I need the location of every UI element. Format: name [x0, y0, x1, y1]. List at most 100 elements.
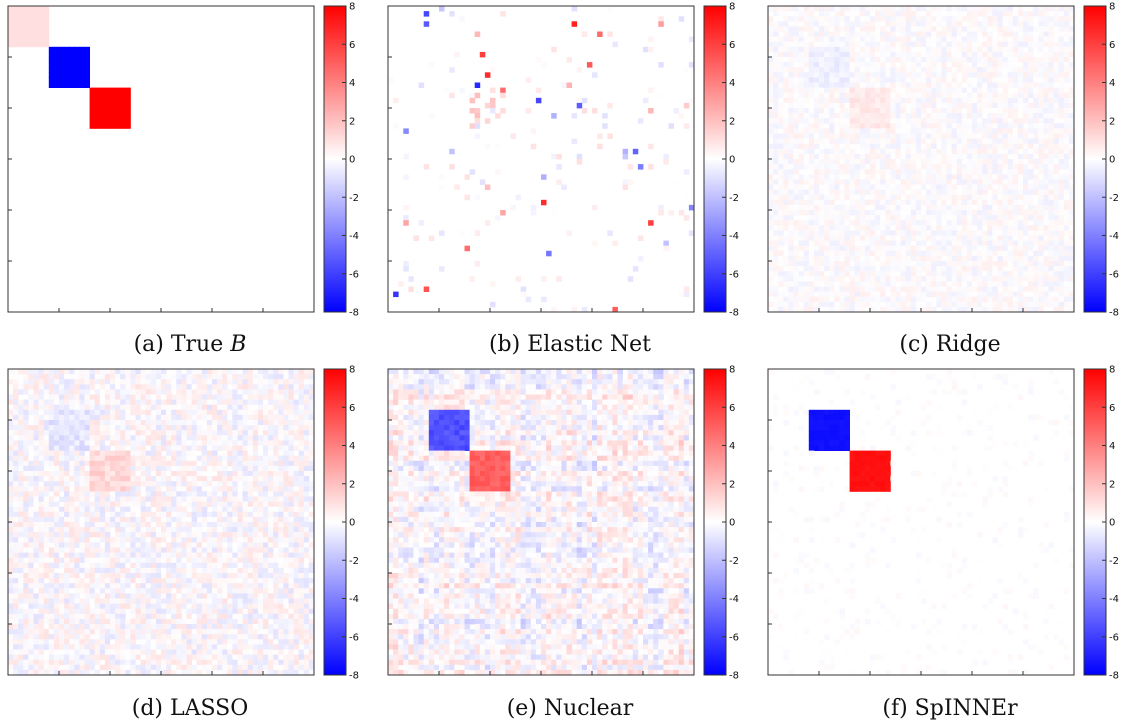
heatmap-cell — [1058, 286, 1065, 292]
heatmap-cell — [273, 414, 279, 421]
heatmap-cell — [176, 389, 182, 395]
heatmap-cell — [1038, 291, 1044, 298]
heatmap-cell — [227, 435, 233, 441]
heatmap-cell — [778, 82, 784, 88]
heatmap-cell — [931, 179, 937, 185]
heatmap-cell — [905, 77, 912, 83]
heatmap-cell — [808, 164, 815, 170]
heatmap-cell — [997, 240, 1003, 247]
heatmap-cell — [859, 77, 866, 83]
heatmap-cell — [926, 148, 932, 155]
heatmap-cell — [257, 399, 264, 406]
heatmap-cell — [951, 57, 958, 63]
heatmap-cell — [94, 414, 101, 421]
heatmap-cell — [997, 123, 1003, 129]
heatmap-cell — [915, 123, 922, 129]
heatmap-cell — [227, 440, 233, 446]
heatmap-cell — [1033, 82, 1039, 88]
heatmap-cell — [885, 306, 891, 313]
heatmap-cell — [217, 435, 223, 441]
heatmap-cell — [854, 51, 861, 58]
heatmap-cell — [551, 46, 557, 53]
heatmap-cell — [1028, 31, 1034, 37]
heatmap-cell — [1068, 148, 1075, 155]
heatmap-cell — [915, 271, 922, 277]
heatmap-cell — [150, 435, 157, 441]
heatmap-cell — [966, 276, 973, 282]
heatmap-cell — [1012, 113, 1019, 119]
heatmap-cell — [859, 179, 866, 185]
heatmap-cell — [972, 51, 978, 58]
heatmap-cell — [1012, 16, 1019, 22]
heatmap-cell — [99, 435, 106, 441]
heatmap-cell — [43, 379, 50, 385]
heatmap-cell — [1058, 255, 1065, 262]
heatmap-cell — [915, 225, 922, 231]
heatmap-cell — [658, 92, 664, 99]
heatmap-cell — [972, 138, 978, 145]
heatmap-cell — [1068, 87, 1075, 94]
heatmap-cell — [1007, 21, 1014, 27]
heatmap-cell — [936, 57, 942, 63]
heatmap-cell — [13, 440, 19, 446]
heatmap-cell — [120, 108, 126, 114]
heatmap-cell — [38, 6, 45, 12]
heatmap-cell — [926, 133, 932, 139]
heatmap-cell — [778, 235, 784, 241]
heatmap-cell — [849, 123, 856, 129]
heatmap-cell — [778, 210, 784, 216]
heatmap-cell — [283, 389, 289, 395]
heatmap-cell — [298, 409, 305, 416]
heatmap-cell — [966, 255, 973, 262]
heatmap-cell — [910, 82, 917, 88]
heatmap-cell — [788, 164, 794, 170]
heatmap-cell — [1038, 271, 1044, 277]
heatmap-cell — [798, 204, 805, 211]
heatmap-cell — [48, 389, 55, 395]
heatmap-cell — [834, 194, 840, 201]
heatmap-cell — [28, 384, 34, 390]
heatmap-cell — [931, 6, 937, 12]
heatmap-cell — [1017, 6, 1024, 12]
heatmap-cell — [905, 153, 912, 160]
heatmap-cell — [864, 194, 871, 201]
heatmap-cell — [658, 21, 664, 27]
heatmap-cell — [1048, 143, 1054, 150]
heatmap-cell — [1063, 281, 1070, 287]
heatmap-cell — [120, 113, 126, 119]
heatmap-cell — [89, 435, 96, 441]
heatmap-cell — [915, 21, 922, 27]
heatmap-cell — [186, 450, 192, 457]
heatmap-cell — [1048, 62, 1054, 68]
heatmap-cell — [936, 261, 942, 267]
heatmap-cell — [844, 220, 850, 226]
heatmap-cell — [931, 164, 937, 170]
heatmap-cell — [880, 82, 886, 88]
heatmap-cell — [778, 6, 784, 12]
heatmap-cell — [125, 87, 131, 94]
heatmap-cell — [819, 204, 825, 211]
heatmap-cell — [278, 425, 284, 431]
heatmap-cell — [849, 189, 856, 196]
heatmap-cell — [278, 430, 284, 436]
heatmap-cell — [829, 118, 835, 124]
heatmap-cell — [201, 435, 208, 441]
heatmap-cell — [1023, 118, 1029, 124]
heatmap-cell — [783, 301, 789, 308]
heatmap-cell — [125, 450, 131, 457]
heatmap-cell — [982, 26, 988, 32]
heatmap-cell — [298, 435, 305, 441]
heatmap-cell — [910, 128, 917, 134]
heatmap-cell — [232, 425, 238, 431]
heatmap-cell — [859, 67, 866, 73]
heatmap-cell — [201, 399, 208, 406]
heatmap-cell — [1043, 31, 1049, 37]
heatmap-cell — [997, 21, 1003, 27]
heatmap-cell — [1017, 245, 1024, 252]
heatmap-cell — [408, 286, 414, 292]
heatmap-cell — [982, 271, 988, 277]
heatmap-cell — [166, 394, 172, 400]
heatmap-cell — [89, 113, 96, 119]
heatmap-cell — [834, 51, 840, 58]
heatmap-cell — [895, 194, 901, 201]
